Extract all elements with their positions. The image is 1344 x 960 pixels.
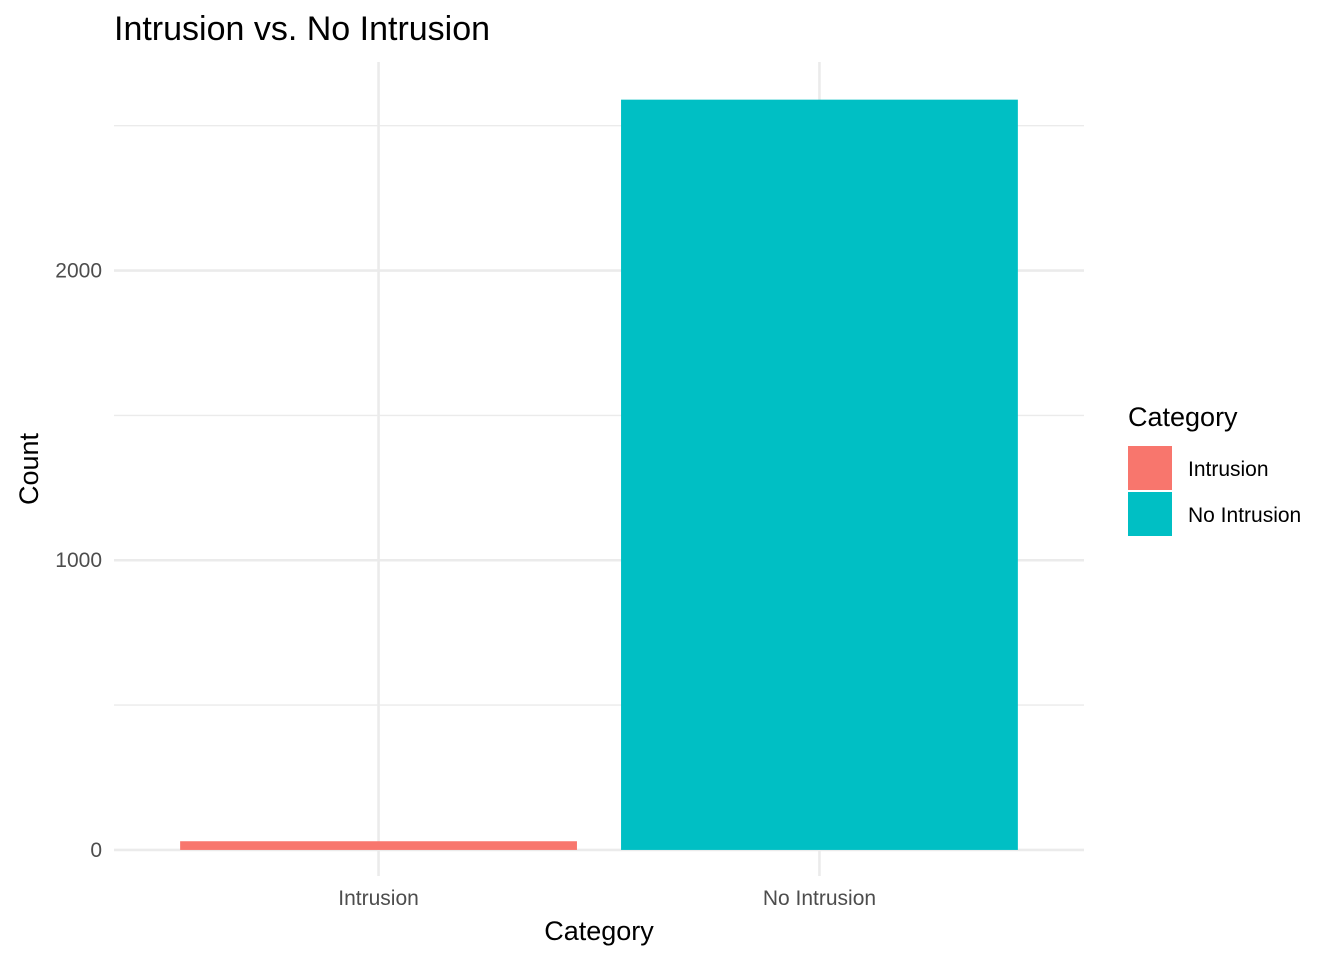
x-axis-tick-labels: Intrusion No Intrusion	[338, 887, 876, 910]
bars	[180, 99, 1018, 850]
x-tick-label: No Intrusion	[763, 887, 876, 910]
legend-label: No Intrusion	[1188, 504, 1301, 527]
y-axis-title: Count	[14, 432, 44, 505]
y-tick-label: 2000	[55, 260, 102, 283]
x-axis-title: Category	[544, 916, 654, 946]
legend-items: Intrusion No Intrusion	[1128, 446, 1301, 536]
y-tick-label: 1000	[55, 549, 102, 572]
x-tick-label: Intrusion	[338, 887, 419, 910]
legend-title: Category	[1128, 402, 1238, 432]
legend-key-intrusion	[1128, 446, 1172, 490]
legend-key-no-intrusion	[1128, 492, 1172, 536]
legend: Category Intrusion No Intrusion	[1128, 402, 1301, 536]
chart-title: Intrusion vs. No Intrusion	[114, 10, 490, 48]
bar-intrusion	[180, 841, 577, 850]
y-tick-label: 0	[90, 839, 102, 862]
legend-label: Intrusion	[1188, 458, 1269, 481]
bar-no-intrusion	[621, 99, 1018, 850]
y-axis-tick-labels: 0 1000 2000	[55, 260, 102, 862]
